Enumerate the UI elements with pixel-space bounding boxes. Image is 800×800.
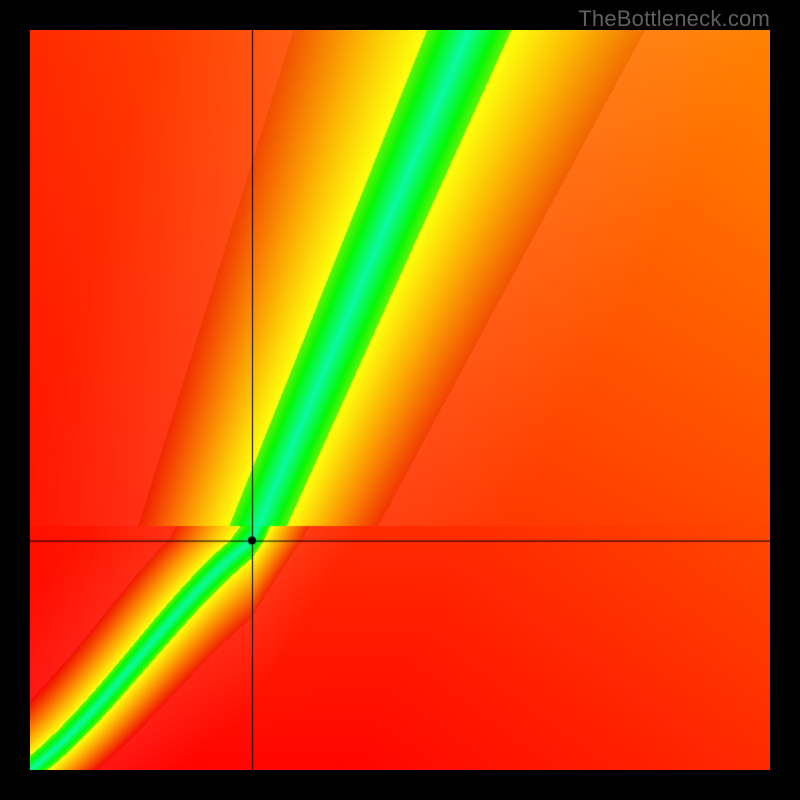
bottleneck-heatmap: [30, 30, 770, 770]
watermark-text: TheBottleneck.com: [578, 6, 770, 32]
heatmap-canvas: [30, 30, 770, 770]
